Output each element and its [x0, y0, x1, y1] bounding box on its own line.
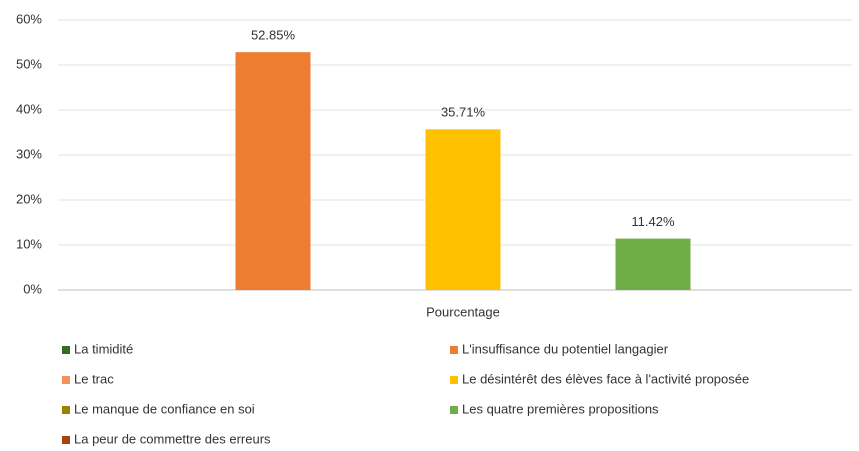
y-tick-label: 30%: [16, 146, 42, 161]
y-tick-label: 20%: [16, 191, 42, 206]
y-tick-label: 60%: [16, 11, 42, 26]
legend-label: La timidité: [74, 341, 133, 356]
y-tick-label: 40%: [16, 101, 42, 116]
data-label: 35.71%: [441, 105, 486, 120]
data-label: 52.85%: [251, 28, 296, 43]
legend-label: L'insuffisance du potentiel langagier: [462, 341, 669, 356]
data-label: 11.42%: [631, 214, 675, 229]
legend-swatch: [62, 376, 70, 384]
legend-label: Le manque de confiance en soi: [74, 401, 255, 416]
legend-swatch: [62, 436, 70, 444]
bar: [615, 238, 691, 290]
y-tick-label: 50%: [16, 56, 42, 71]
legend-swatch: [62, 406, 70, 414]
legend-label: Le désintérêt des élèves face à l'activi…: [462, 371, 749, 386]
y-tick-label: 0%: [23, 281, 42, 296]
bar: [425, 129, 501, 290]
legend-swatch: [62, 346, 70, 354]
x-tick-label: Pourcentage: [426, 304, 500, 319]
bar: [235, 52, 311, 290]
legend-label: La peur de commettre des erreurs: [74, 431, 271, 446]
legend-swatch: [450, 376, 458, 384]
legend-swatch: [450, 346, 458, 354]
y-tick-label: 10%: [16, 236, 42, 251]
legend-label: Les quatre premières propositions: [462, 401, 659, 416]
legend-label: Le trac: [74, 371, 114, 386]
legend-swatch: [450, 406, 458, 414]
